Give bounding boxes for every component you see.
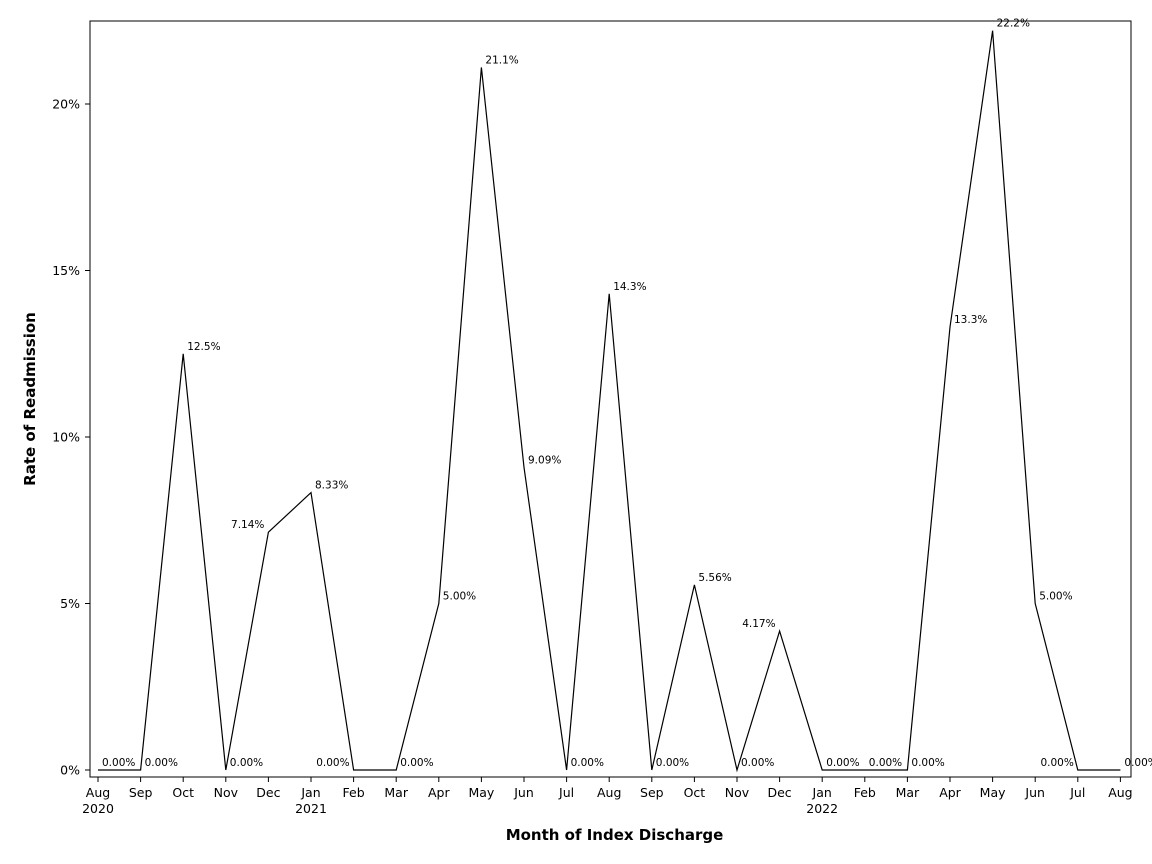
x-tick-label: Jun	[1024, 785, 1045, 800]
data-label: 0.00%	[826, 757, 859, 769]
x-tick-label: Apr	[939, 785, 961, 800]
x-tick-year-label: 2022	[806, 801, 838, 816]
data-label: 9.09%	[528, 454, 561, 466]
x-tick-label: Jul	[1069, 785, 1085, 800]
x-tick-label: Jan	[300, 785, 320, 800]
data-label: 5.56%	[698, 572, 731, 584]
x-tick-year-label: 2021	[295, 801, 327, 816]
x-tick-label: Oct	[684, 785, 706, 800]
data-label: 5.00%	[1039, 591, 1072, 603]
y-tick-label: 10%	[52, 430, 80, 445]
x-tick-label: Oct	[172, 785, 194, 800]
x-tick-label: Mar	[896, 785, 920, 800]
data-label: 12.5%	[187, 341, 220, 353]
x-tick-label: Feb	[854, 785, 876, 800]
data-label: 21.1%	[485, 54, 518, 66]
y-axis-title: Rate of Readmission	[21, 312, 39, 486]
data-label: 13.3%	[954, 314, 987, 326]
x-tick-label: Dec	[256, 785, 280, 800]
data-label: 0.00%	[1040, 757, 1073, 769]
y-tick-label: 15%	[52, 263, 80, 278]
x-tick-label: Apr	[428, 785, 450, 800]
x-tick-label: Aug	[1108, 785, 1132, 800]
data-label: 14.3%	[613, 281, 646, 293]
x-tick-label: Sep	[129, 785, 153, 800]
point-labels: 0.00% 0.00% 12.5% 0.00% 7.14% 8.33% 0.00% 0.00%…	[102, 18, 1152, 769]
data-label: 0.00%	[1124, 757, 1152, 769]
plot-frame	[89, 20, 1132, 778]
x-tick-label: Dec	[767, 785, 791, 800]
x-tick-label: Nov	[725, 785, 750, 800]
x-tick-label: May	[980, 785, 1006, 800]
data-label: 5.00%	[443, 591, 476, 603]
data-label: 0.00%	[911, 757, 944, 769]
x-tick-label: Jan	[812, 785, 832, 800]
data-label: 0.00%	[571, 757, 604, 769]
x-tick-label: Feb	[343, 785, 365, 800]
data-label: 0.00%	[102, 757, 135, 769]
y-tick-label: 0%	[60, 763, 80, 778]
x-tick-label: Aug	[597, 785, 621, 800]
data-label: 0.00%	[145, 757, 178, 769]
data-label: 4.17%	[742, 618, 775, 630]
data-label: 7.14%	[231, 519, 264, 531]
x-tick-label: Aug	[86, 785, 110, 800]
data-label: 8.33%	[315, 480, 348, 492]
x-tick-label: Jun	[513, 785, 534, 800]
data-label: 0.00%	[869, 757, 902, 769]
data-label: 0.00%	[230, 757, 263, 769]
series-line	[98, 30, 1121, 773]
x-tick-label: Mar	[384, 785, 408, 800]
y-tick-label: 5%	[60, 596, 80, 611]
data-label: 0.00%	[316, 757, 349, 769]
y-axis: 0% 5% 10% 15% 20%	[52, 97, 90, 778]
x-tick-label: Sep	[640, 785, 664, 800]
x-tick-label: Jul	[558, 785, 574, 800]
x-tick-label: May	[468, 785, 494, 800]
data-label: 0.00%	[741, 757, 774, 769]
y-tick-label: 20%	[52, 97, 80, 112]
data-label: 0.00%	[656, 757, 689, 769]
x-tick-label: Nov	[214, 785, 239, 800]
x-tick-year-label: 2020	[82, 801, 114, 816]
x-axis-title: Month of Index Discharge	[506, 826, 724, 844]
data-label: 22.2%	[997, 18, 1030, 30]
data-label: 0.00%	[400, 757, 433, 769]
